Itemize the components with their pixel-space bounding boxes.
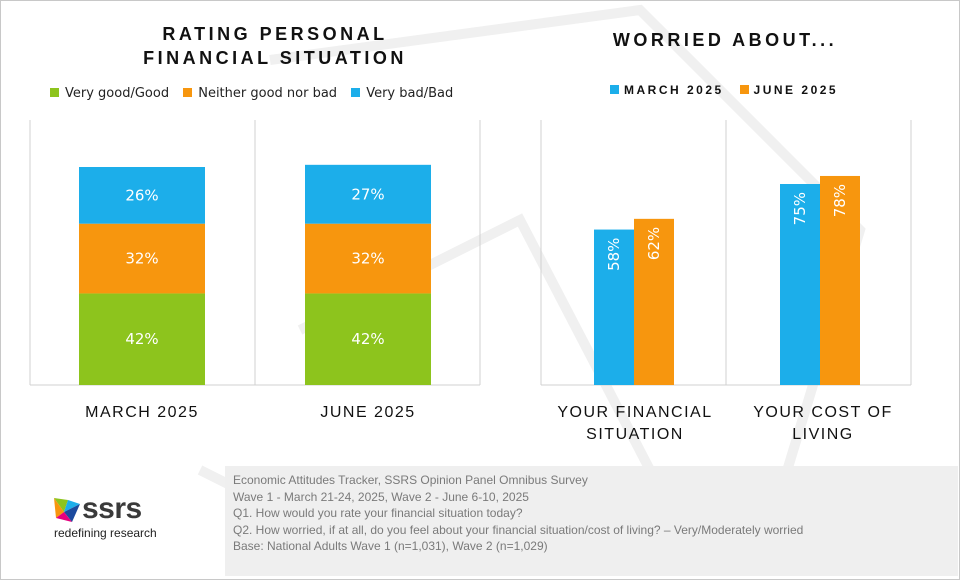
legend-label: Very bad/Bad (366, 86, 454, 101)
grouped-bar (820, 175, 860, 385)
note-line: Economic Attitudes Tracker, SSRS Opinion… (233, 473, 588, 487)
legend-item-very-good: Very good/Good (50, 86, 169, 101)
left-chart-title-line1: RATING PERSONAL (162, 24, 388, 44)
grouped-bar (594, 229, 634, 385)
bar-value-label: 58% (605, 238, 623, 271)
grouped-bar (634, 218, 674, 385)
right-chart-title-text: WORRIED ABOUT... (612, 30, 838, 50)
category-label-line: SITUATION (586, 426, 684, 443)
left-category-label-june: JUNE 2025 (320, 404, 416, 421)
note-line: Base: National Adults Wave 1 (n=1,031), … (233, 539, 548, 553)
left-chart-legend: Very good/Good Neither good nor bad Very… (50, 86, 463, 101)
legend-label: JUNE 2025 (753, 83, 839, 97)
bar-value-label: 78% (831, 184, 849, 217)
stacked-bar-segment (79, 293, 205, 385)
legend-swatch (351, 88, 361, 97)
bar-value-label: 42% (125, 330, 158, 348)
legend-swatch (739, 85, 749, 94)
note-line: Wave 1 - March 21-24, 2025, Wave 2 - Jun… (233, 489, 529, 504)
bar-value-label: 75% (791, 192, 809, 225)
survey-notes: Economic Attitudes Tracker, SSRS Opinion… (225, 466, 958, 576)
bar-value-label: 42% (351, 330, 384, 348)
legend-swatch (183, 88, 193, 97)
legend-swatch (610, 85, 619, 94)
note-line: Q1. How would you rate your financial si… (233, 506, 523, 520)
bar-value-label: 62% (645, 227, 663, 260)
bar-value-label: 27% (351, 185, 384, 203)
legend-label: MARCH 2025 (624, 83, 724, 97)
left-category-label-march: MARCH 2025 (85, 404, 199, 421)
legend-item-march: MARCH 2025 (610, 83, 724, 97)
left-chart-title: RATING PERSONAL FINANCIAL SITUATION (100, 22, 450, 70)
stacked-bar-segment (305, 293, 431, 385)
legend-label: Very good/Good (65, 86, 170, 101)
note-line: Q2. How worried, if at all, do you feel … (233, 522, 804, 537)
category-label-line: LIVING (792, 426, 854, 443)
legend-swatch (50, 88, 59, 97)
logo-tagline: redefining research (54, 526, 157, 540)
logo-wordmark: ssrs (82, 492, 142, 525)
category-label-line: YOUR COST OF (753, 404, 893, 421)
bar-value-label: 32% (125, 250, 158, 268)
stacked-bar-segment (305, 164, 431, 224)
bar-value-label: 26% (125, 186, 158, 204)
right-category-label-financial: YOUR FINANCIAL SITUATION (540, 402, 730, 446)
bar-value-label: 32% (351, 250, 384, 268)
stacked-bar-segment (79, 167, 205, 224)
stacked-bar-segment (79, 223, 205, 294)
grouped-bar (780, 184, 820, 385)
stacked-bar-segment (305, 223, 431, 294)
legend-label: Neither good nor bad (198, 86, 338, 101)
legend-item-neither: Neither good nor bad (183, 86, 337, 101)
legend-item-june: JUNE 2025 (739, 83, 839, 97)
right-chart-legend: MARCH 2025 JUNE 2025 (610, 83, 848, 97)
ssrs-logo-mark (54, 498, 80, 522)
category-label-line: YOUR FINANCIAL (557, 404, 713, 421)
right-category-label-cost: YOUR COST OF LIVING (728, 402, 918, 446)
legend-item-very-bad: Very bad/Bad (351, 86, 453, 101)
right-chart-title: WORRIED ABOUT... (590, 28, 860, 52)
left-chart-title-line2: FINANCIAL SITUATION (143, 48, 407, 68)
